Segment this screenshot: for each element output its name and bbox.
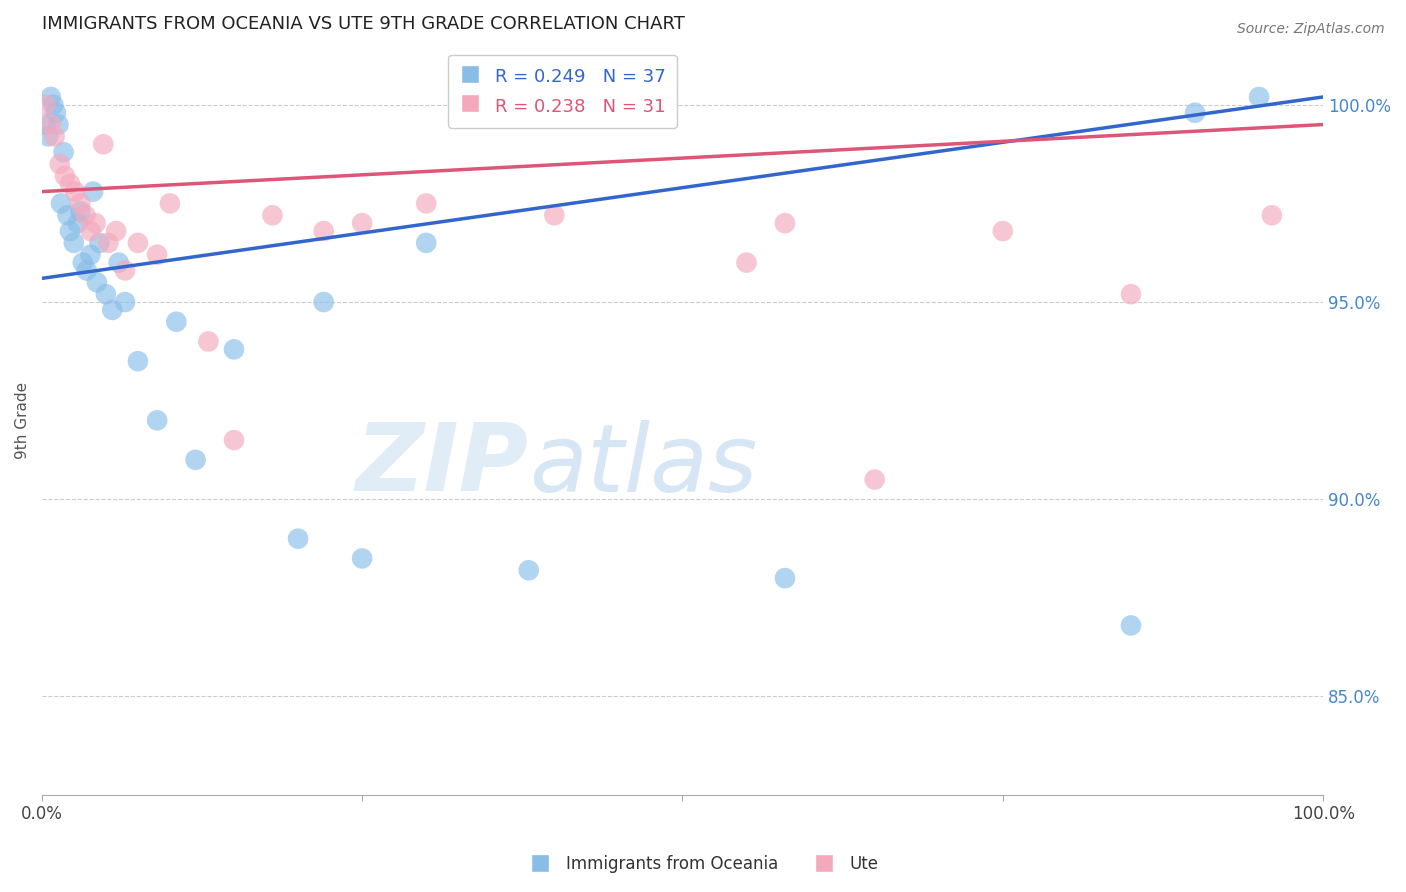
Point (66, 216, 89, 230)
Point (1119, 618, 1142, 632)
Point (165, 315, 187, 329)
Legend: Immigrants from Oceania, Ute: Immigrants from Oceania, Ute (520, 848, 886, 880)
Point (146, 248, 169, 262)
Point (37, 129, 59, 144)
Point (84, 216, 107, 230)
Point (222, 433, 245, 447)
Point (312, 224, 335, 238)
Point (543, 208, 565, 222)
Text: IMMIGRANTS FROM OCEANIA VS UTE 9TH GRADE CORRELATION CHART: IMMIGRANTS FROM OCEANIA VS UTE 9TH GRADE… (42, 15, 685, 33)
Point (39, 90, 62, 104)
Point (773, 216, 796, 230)
Point (79, 224, 101, 238)
Point (82, 185, 104, 199)
Point (75, 208, 97, 222)
Point (49, 196, 72, 211)
Point (197, 334, 219, 349)
Point (63, 185, 86, 199)
Text: atlas: atlas (529, 420, 756, 511)
Point (262, 208, 284, 222)
Point (415, 235, 437, 250)
Point (76, 263, 98, 277)
Point (97, 235, 120, 250)
Point (352, 216, 374, 230)
Point (114, 295, 136, 310)
Point (517, 563, 540, 577)
Point (1119, 287, 1142, 301)
Point (44, 129, 66, 144)
Text: ZIP: ZIP (356, 419, 529, 511)
Point (127, 354, 149, 368)
Point (114, 263, 136, 277)
Point (63, 235, 86, 250)
Point (159, 196, 181, 211)
Point (101, 302, 124, 317)
Point (48, 157, 70, 171)
Point (127, 235, 149, 250)
Point (69, 196, 91, 211)
Point (107, 255, 129, 269)
Point (222, 343, 245, 357)
Point (45, 105, 67, 120)
Point (352, 551, 374, 566)
Point (59, 177, 82, 191)
Point (1184, 105, 1206, 120)
Point (69, 204, 91, 219)
Point (105, 224, 128, 238)
Point (146, 413, 169, 427)
Point (184, 452, 207, 467)
Point (991, 224, 1014, 238)
Point (773, 571, 796, 585)
Point (89, 235, 111, 250)
Point (39, 118, 62, 132)
Point (312, 295, 335, 310)
Point (53, 169, 76, 183)
Point (72, 255, 94, 269)
Point (287, 532, 309, 546)
Point (86, 276, 108, 290)
Point (42, 98, 65, 112)
Point (415, 196, 437, 211)
Point (52, 145, 75, 160)
Point (59, 224, 82, 238)
Point (863, 473, 886, 487)
Point (94, 287, 117, 301)
Text: Source: ZipAtlas.com: Source: ZipAtlas.com (1237, 22, 1385, 37)
Point (1247, 90, 1270, 104)
Point (1261, 208, 1284, 222)
Point (735, 255, 758, 269)
Y-axis label: 9th Grade: 9th Grade (15, 382, 30, 458)
Point (91, 137, 114, 152)
Legend: R = 0.249   N = 37, R = 0.238   N = 31: R = 0.249 N = 37, R = 0.238 N = 31 (449, 54, 676, 128)
Point (56, 208, 79, 222)
Point (79, 248, 101, 262)
Point (34, 98, 56, 112)
Point (34, 118, 56, 132)
Point (48, 118, 70, 132)
